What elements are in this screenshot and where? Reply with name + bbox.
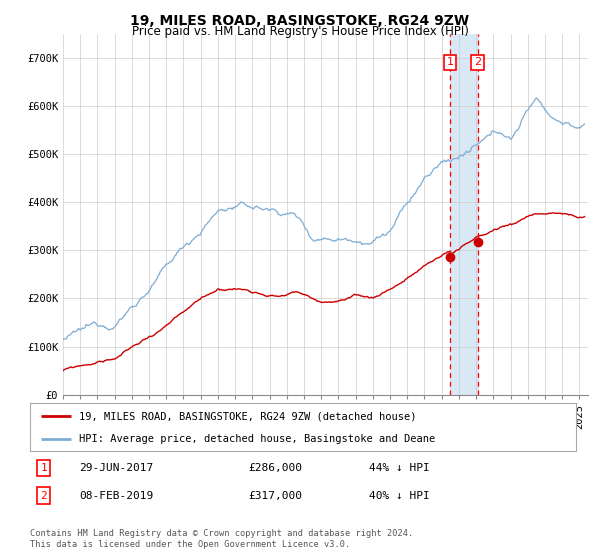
- Text: 08-FEB-2019: 08-FEB-2019: [79, 491, 154, 501]
- Bar: [450, 34, 478, 395]
- Text: 2: 2: [40, 491, 47, 501]
- Text: Price paid vs. HM Land Registry's House Price Index (HPI): Price paid vs. HM Land Registry's House …: [131, 25, 469, 38]
- Text: 2: 2: [474, 58, 481, 68]
- Text: 1: 1: [40, 463, 47, 473]
- Text: 19, MILES ROAD, BASINGSTOKE, RG24 9ZW: 19, MILES ROAD, BASINGSTOKE, RG24 9ZW: [130, 14, 470, 28]
- Text: 29-JUN-2017: 29-JUN-2017: [79, 463, 154, 473]
- Text: £317,000: £317,000: [248, 491, 302, 501]
- Text: 19, MILES ROAD, BASINGSTOKE, RG24 9ZW (detached house): 19, MILES ROAD, BASINGSTOKE, RG24 9ZW (d…: [79, 411, 416, 421]
- Text: 40% ↓ HPI: 40% ↓ HPI: [368, 491, 429, 501]
- Text: £286,000: £286,000: [248, 463, 302, 473]
- Text: Contains HM Land Registry data © Crown copyright and database right 2024.
This d: Contains HM Land Registry data © Crown c…: [30, 529, 413, 549]
- Text: 1: 1: [446, 58, 454, 68]
- Text: 44% ↓ HPI: 44% ↓ HPI: [368, 463, 429, 473]
- Text: HPI: Average price, detached house, Basingstoke and Deane: HPI: Average price, detached house, Basi…: [79, 434, 436, 444]
